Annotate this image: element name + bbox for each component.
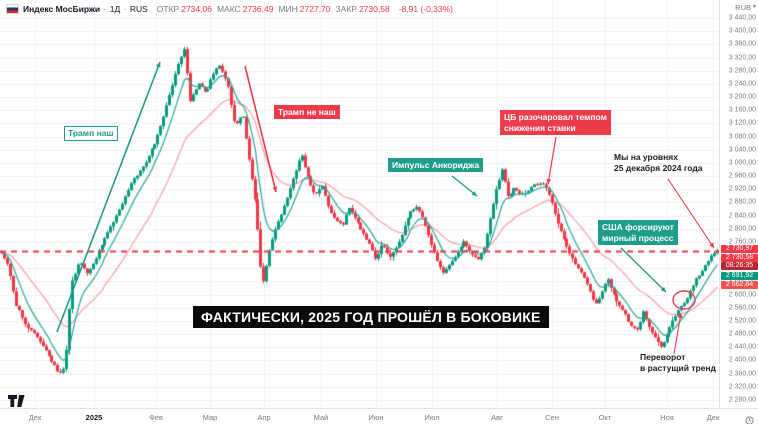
last-price-badge: 2 730,58: [721, 254, 758, 262]
ema-fast-badge: 2 691,92: [721, 272, 758, 280]
time-axis-label: Апр: [257, 413, 271, 422]
time-axis-label: Окт: [598, 413, 612, 422]
price-axis-tick: 2 400,00: [728, 356, 756, 364]
price-axis-tick: 3 400,00: [728, 27, 756, 35]
price-axis-tick: 3 360,00: [728, 40, 756, 48]
symbol-title[interactable]: Индекс МосБиржи · 1Д · RUS: [23, 4, 148, 14]
ohlc-values: ОТКР 2734,06 МАКС 2736,49 МИН 2727,70 ЗАКР 2730…: [152, 4, 390, 14]
ohlc-field-value: 2727,70: [299, 4, 331, 14]
time-axis-label: Авг: [491, 413, 503, 422]
reversal-note[interactable]: Переворот в растущий тренд: [640, 352, 716, 374]
levels-note[interactable]: Мы на уровнях 25 декабря 2024 года: [614, 152, 703, 174]
time-axis-label: Дек: [706, 413, 720, 422]
time-axis-label: Ноя: [660, 413, 674, 422]
timeframe-value: 1Д: [109, 4, 121, 14]
caption-banner: ФАКТИЧЕСКИ, 2025 ГОД ПРОШЁЛ В БОКОВИКЕ: [193, 306, 549, 328]
usa-peace-label[interactable]: США форсируют мирный процесс: [598, 220, 678, 246]
price-axis-tick: 3 320,00: [728, 54, 756, 62]
time-axis-label: Дек: [28, 413, 42, 422]
price-axis-tick: 3 160,00: [728, 106, 756, 114]
ohlc-field-value: 2736,49: [242, 4, 274, 14]
time-axis-label: 2025: [85, 413, 103, 422]
price-axis-tick: 2 960,00: [728, 172, 756, 180]
ohlc-field-label: МАКС: [216, 4, 241, 14]
price-axis[interactable]: RUB ▾ 2 280,00 2 320,00 2 360,00 2 400,00 2 …: [719, 0, 758, 408]
price-axis-tick: 2 840,00: [728, 212, 756, 220]
tradingview-logo[interactable]: [7, 394, 29, 413]
ohlc-field-value: 2734,06: [181, 4, 212, 14]
time-axis-label: Июн: [368, 413, 384, 422]
price-axis-tick: 2 760,00: [728, 238, 756, 246]
price-axis-tick: 2 480,00: [728, 330, 756, 338]
countdown-badge: 08:26:35: [721, 262, 758, 270]
price-axis-tick: 2 800,00: [728, 225, 756, 233]
price-axis-tick: 2 280,00: [728, 396, 756, 404]
trump-ours-label[interactable]: Трамп наш: [64, 126, 118, 142]
ohlc-field-label: МИН: [278, 4, 298, 14]
price-axis-tick: 2 920,00: [728, 185, 756, 193]
ohlc-field-value: 2730,58: [358, 4, 390, 14]
price-axis-tick: 2 440,00: [728, 343, 756, 351]
ohlc-field-label: ОТКР: [156, 4, 180, 14]
axis-settings-icon[interactable]: [745, 412, 754, 424]
time-axis-label: Май: [313, 413, 329, 422]
price-axis-tick: 2 320,00: [728, 383, 756, 391]
candlestick-chart[interactable]: [0, 0, 719, 408]
time-axis-label: Фев: [149, 413, 163, 422]
time-axis[interactable]: Дек 2025 Фев Мар Апр Май Июн Июл Авг Сен Окт Ноя Дек: [0, 408, 758, 424]
market-value: RUS: [129, 4, 148, 14]
price-axis-tick: 2 560,00: [728, 304, 756, 312]
trump-not-ours-label[interactable]: Трамп не наш: [274, 105, 340, 120]
ema-slow-badge: 2 662,84: [721, 281, 758, 289]
price-axis-tick: 2 360,00: [728, 370, 756, 378]
time-axis-label: Июл: [424, 413, 440, 422]
price-axis-tick: 3 200,00: [728, 93, 756, 101]
price-axis-tick: 3 000,00: [728, 159, 756, 167]
price-axis-tick: 3 440,00: [728, 14, 756, 22]
ohlc-field-label: ЗАКР: [335, 4, 357, 14]
change-value: -8,91 (-0,33%): [398, 4, 454, 14]
chart-legend: Индекс МосБиржи · 1Д · RUS ОТКР 2734,06 МА…: [6, 4, 453, 14]
line-price-badge: 2 730,97: [721, 245, 758, 253]
time-axis-label: Мар: [202, 413, 218, 422]
price-axis-tick: 3 280,00: [728, 67, 756, 75]
cbr-disappointed-label[interactable]: ЦБ разочаровал темпом снижения ставки: [500, 110, 611, 136]
russia-flag-icon: [6, 4, 19, 14]
price-axis-tick: 2 520,00: [728, 317, 756, 325]
chevron-down-icon[interactable]: ▾: [753, 4, 757, 10]
time-axis-label: Сен: [545, 413, 559, 422]
anchorage-impulse-label[interactable]: Импульс Анкориджа: [388, 158, 484, 173]
price-axis-tick: 3 080,00: [728, 133, 756, 141]
price-axis-tick: 3 240,00: [728, 80, 756, 88]
price-axis-tick: 3 120,00: [728, 119, 756, 127]
price-axis-tick: 2 600,00: [728, 291, 756, 299]
price-axis-tick: 3 040,00: [728, 146, 756, 154]
currency-label[interactable]: RUB: [735, 3, 751, 12]
price-axis-tick: 2 880,00: [728, 198, 756, 206]
